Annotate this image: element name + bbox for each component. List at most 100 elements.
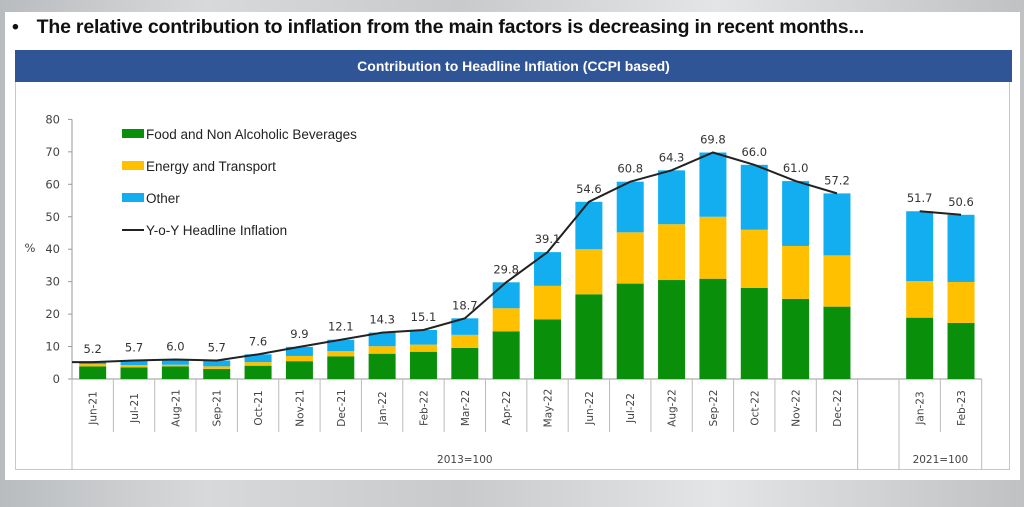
bar-food (740, 287, 768, 379)
x-tick-label: May-22 (543, 389, 555, 428)
y-tick-label: 40 (45, 242, 60, 256)
bar-other (161, 359, 189, 365)
x-tick-label: Jul-22 (625, 393, 637, 424)
data-label: 61.0 (783, 161, 809, 175)
bar-food (575, 294, 603, 379)
x-tick-label: Dec-22 (832, 389, 844, 426)
bullet-marker: • (12, 16, 19, 38)
bar-energy (823, 255, 851, 307)
x-tick-label: Oct-21 (253, 390, 265, 425)
bar-energy (740, 229, 768, 288)
headline-line-2021 (919, 210, 962, 216)
data-label: 15.1 (411, 310, 437, 324)
bar-energy (534, 285, 562, 320)
bar-food (203, 368, 231, 379)
x-tick-label: Nov-21 (294, 389, 306, 426)
bar-food (534, 319, 562, 379)
data-label: 69.8 (700, 132, 726, 146)
legend-swatch-2 (122, 193, 144, 202)
bar-other (947, 214, 975, 282)
x-tick-label: Nov-22 (791, 389, 803, 426)
data-label: 6.0 (166, 340, 184, 354)
y-tick-label: 60 (45, 177, 60, 191)
bar-food (79, 366, 107, 379)
group-label: 2013=100 (437, 454, 493, 466)
bar-food (658, 280, 686, 379)
legend-label: Y-o-Y Headline Inflation (146, 223, 287, 238)
bar-other (409, 330, 437, 345)
x-tick-label: Aug-21 (170, 389, 182, 427)
bar-energy (327, 351, 355, 357)
bar-food (492, 331, 520, 379)
x-tick-label: Sep-21 (212, 390, 224, 427)
chart-title: Contribution to Headline Inflation (CCPI… (15, 50, 1012, 82)
x-tick-label: Mar-22 (460, 390, 472, 426)
bar-energy (451, 334, 479, 348)
bar-energy (120, 365, 148, 368)
data-label: 50.6 (948, 195, 974, 209)
slide-panel (5, 12, 1020, 480)
bar-other (616, 181, 644, 233)
x-tick-label: Dec-21 (336, 389, 348, 426)
legend-swatch-1 (122, 161, 144, 170)
x-tick-label: Oct-22 (749, 390, 761, 425)
y-tick-label: 30 (45, 275, 60, 289)
data-label: 5.7 (125, 341, 143, 355)
bar-other (451, 318, 479, 335)
x-tick-label: Jun-22 (584, 391, 596, 426)
y-tick-label: 0 (53, 372, 60, 386)
bar-food (782, 298, 810, 379)
data-label: 5.2 (84, 342, 102, 356)
bar-food (451, 347, 479, 379)
x-tick-label: Aug-22 (667, 389, 679, 427)
bar-food (947, 322, 975, 379)
headline-line-2013 (72, 151, 838, 364)
bar-energy (658, 224, 686, 281)
slide-title-text: The relative contribution to inflation f… (36, 16, 865, 38)
bar-other (285, 346, 313, 356)
bar-food (823, 306, 851, 379)
x-tick-label: Feb-23 (956, 390, 968, 426)
data-label: 64.3 (659, 150, 685, 164)
slide-title: • The relative contribution to inflation … (12, 16, 864, 39)
bar-food (161, 366, 189, 379)
bar-other (534, 252, 562, 286)
data-label: 9.9 (290, 327, 308, 341)
bars (79, 152, 975, 379)
bar-other (327, 339, 355, 352)
bar-energy (409, 344, 437, 352)
bar-other (658, 170, 686, 225)
data-label: 54.6 (576, 182, 602, 196)
bar-food (368, 353, 396, 379)
data-label: 66.0 (741, 145, 767, 159)
legend-label: Food and Non Alcoholic Beverages (146, 127, 357, 142)
x-tick-label: Jul-21 (129, 393, 141, 424)
y-tick-label: 10 (45, 340, 60, 354)
bar-energy (161, 364, 189, 367)
bar-energy (699, 216, 727, 279)
bar-other (906, 211, 934, 282)
bar-other (823, 193, 851, 256)
bar-energy (79, 364, 107, 367)
x-tick-label: Jan-22 (377, 391, 389, 425)
data-label: 14.3 (369, 313, 395, 327)
bar-food (616, 283, 644, 379)
bar-food (120, 367, 148, 379)
bar-other (740, 164, 768, 230)
bar-energy (947, 281, 975, 323)
bar-energy (244, 362, 272, 366)
x-tick-label: Apr-22 (501, 391, 513, 426)
bar-energy (492, 308, 520, 332)
bar-energy (782, 245, 810, 299)
data-label: 18.7 (452, 298, 478, 312)
bar-energy (575, 249, 603, 295)
x-tick-label: Jan-23 (915, 391, 927, 425)
legend-label: Other (146, 191, 180, 206)
x-tick-label: Feb-22 (418, 390, 430, 426)
data-label: 39.1 (535, 232, 561, 246)
bar-energy (368, 346, 396, 354)
bar-other (492, 282, 520, 309)
y-tick-label: 50 (45, 210, 60, 224)
legend-label: Energy and Transport (146, 159, 276, 174)
